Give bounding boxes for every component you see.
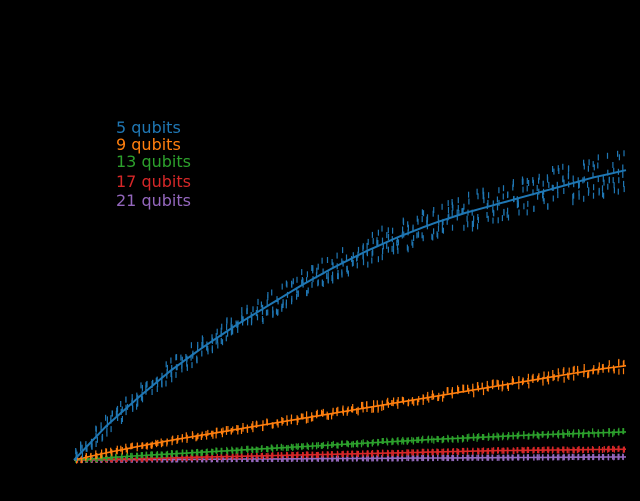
plot-area — [73, 150, 627, 464]
series-1-line — [73, 169, 627, 461]
series-2-line — [73, 364, 627, 461]
series-2 — [73, 358, 627, 464]
legend-entry-21-qubits: 21 qubits — [116, 191, 191, 210]
legend-entry-9-qubits: 9 qubits — [116, 135, 181, 154]
series-3 — [73, 427, 627, 463]
legend-entry-13-qubits: 13 qubits — [116, 152, 191, 171]
legend-entry-5-qubits: 5 qubits — [116, 118, 181, 137]
legend: 5 qubits 9 qubits 13 qubits 17 qubits 21… — [116, 118, 191, 210]
legend-entry-17-qubits: 17 qubits — [116, 172, 191, 191]
series-1 — [73, 150, 627, 462]
series-4 — [73, 445, 627, 464]
